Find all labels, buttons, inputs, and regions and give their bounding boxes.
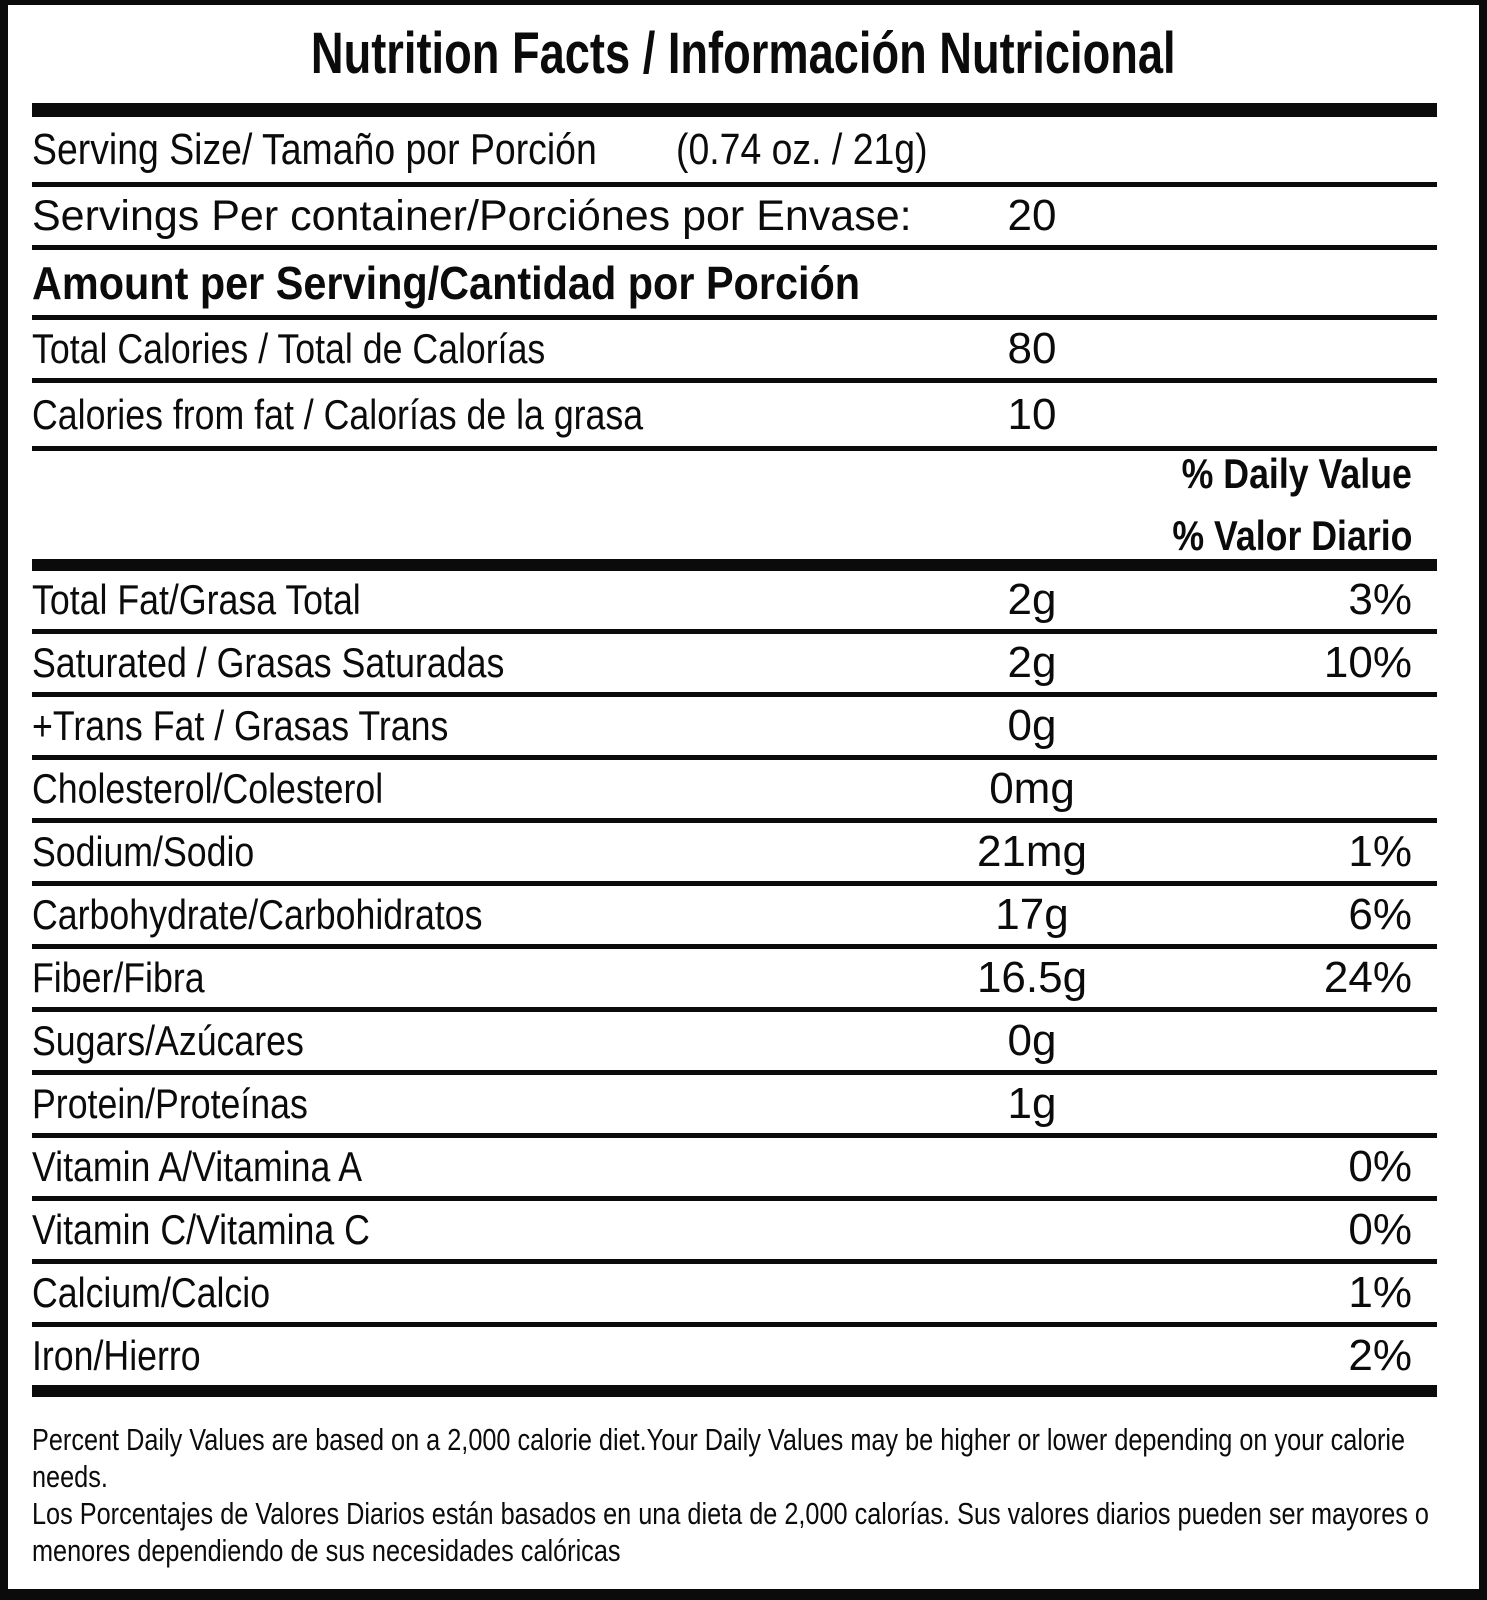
nutrient-daily-value: 24% [1323, 953, 1412, 1002]
daily-value-heading-es: % Valor Diario [1130, 512, 1412, 559]
calories-from-fat-label: Calories from fat / Calorías de la grasa [32, 390, 644, 438]
nutrient-row-protein: Protein/Proteínas 1g [32, 1075, 1437, 1138]
nutrient-row-sugars: Sugars/Azúcares 0g [32, 1012, 1437, 1075]
daily-value-heading-block: % Daily Value % Valor Diario [32, 449, 1437, 571]
nutrient-label: Carbohydrate/Carbohidratos [32, 891, 483, 938]
nutrient-amount: 0mg [989, 764, 1075, 813]
daily-value-heading-en-text: % Daily Value [1181, 449, 1412, 497]
nutrient-daily-value: 3% [1348, 575, 1412, 624]
total-calories-label: Total Calories / Total de Calorías [32, 325, 546, 372]
page-title-text: Nutrition Facts / Información Nutriciona… [311, 21, 1176, 86]
nutrient-amount: 17g [995, 890, 1069, 939]
nutrient-row-vitamin-c: Vitamin C/Vitamina C 0% [32, 1201, 1437, 1264]
nutrient-daily-value: 10% [1323, 638, 1412, 687]
nutrient-label: +Trans Fat / Grasas Trans [32, 702, 449, 749]
nutrient-label: Vitamin A/Vitamina A [32, 1143, 363, 1190]
nutrient-label: Calcium/Calcio [32, 1269, 271, 1316]
amount-per-serving-heading: Amount per Serving/Cantidad por Porción [32, 256, 861, 309]
nutrient-row-cholesterol: Cholesterol/Colesterol 0mg [32, 760, 1437, 823]
title-divider-bar [32, 103, 1437, 117]
nutrient-row-iron: Iron/Hierro 2% [32, 1327, 1437, 1397]
nutrient-label: Saturated / Grasas Saturadas [32, 639, 505, 686]
nutrient-amount: 16.5g [976, 953, 1088, 1002]
serving-size-row: Serving Size/ Tamaño por Porción (0.74 o… [32, 117, 1437, 187]
nutrient-daily-value: 0% [1348, 1205, 1412, 1254]
nutrient-row-fiber: Fiber/Fibra 16.5g 24% [32, 949, 1437, 1012]
nutrient-row-saturated-fat: Saturated / Grasas Saturadas 2g 10% [32, 634, 1437, 697]
nutrient-label: Total Fat/Grasa Total [32, 576, 361, 623]
nutrient-label: Cholesterol/Colesterol [32, 765, 384, 812]
nutrient-daily-value: 2% [1348, 1331, 1412, 1380]
nutrient-label: Vitamin C/Vitamina C [32, 1206, 370, 1253]
nutrient-label: Iron/Hierro [32, 1332, 201, 1379]
nutrient-daily-value: 1% [1348, 1268, 1412, 1317]
nutrient-label: Fiber/Fibra [32, 954, 205, 1001]
nutrient-label: Sodium/Sodio [32, 828, 255, 875]
nutrient-amount: 2g [1007, 638, 1057, 687]
total-calories-row: Total Calories / Total de Calorías 80 [32, 320, 1437, 383]
calories-from-fat-row: Calories from fat / Calorías de la grasa… [32, 383, 1437, 451]
nutrient-amount: 0g [1007, 701, 1057, 750]
serving-size-value: (0.74 oz. / 21g) [676, 125, 972, 175]
daily-value-heading-es-text: % Valor Diario [1171, 512, 1412, 559]
amount-per-serving-heading-row: Amount per Serving/Cantidad por Porción [32, 250, 1437, 320]
nutrient-row-total-fat: Total Fat/Grasa Total 2g 3% [32, 571, 1437, 634]
nutrient-amount: 1g [1007, 1079, 1057, 1128]
nutrient-row-carbohydrate: Carbohydrate/Carbohidratos 17g 6% [32, 886, 1437, 949]
nutrient-amount: 2g [1007, 575, 1057, 624]
nutrient-label: Protein/Proteínas [32, 1080, 308, 1127]
footnote-english: Percent Daily Values are based on a 2,00… [32, 1422, 1406, 1494]
calories-from-fat-value: 10 [1007, 389, 1057, 439]
servings-per-container-value: 20 [1007, 191, 1057, 240]
page-title: Nutrition Facts / Información Nutriciona… [189, 25, 1298, 83]
servings-per-container-label: Servings Per container/Porciónes por Env… [32, 191, 912, 240]
title-bar: Nutrition Facts / Información Nutriciona… [8, 5, 1479, 103]
nutrient-label: Sugars/Azúcares [32, 1017, 304, 1064]
nutrient-amount: 0g [1007, 1016, 1057, 1065]
total-calories-value: 80 [1007, 324, 1057, 373]
serving-size-value-text: (0.74 oz. / 21g) [676, 124, 928, 174]
nutrient-row-trans-fat: +Trans Fat / Grasas Trans 0g [32, 697, 1437, 760]
footnote-section: Percent Daily Values are based on a 2,00… [32, 1397, 1437, 1569]
servings-per-container-row: Servings Per container/Porciónes por Env… [32, 187, 1437, 250]
daily-value-heading-en: % Daily Value [1141, 449, 1412, 497]
serving-size-label: Serving Size/ Tamaño por Porción [32, 124, 597, 174]
label-body: Serving Size/ Tamaño por Porción (0.74 o… [8, 103, 1479, 1569]
nutrient-row-sodium: Sodium/Sodio 21mg 1% [32, 823, 1437, 886]
footnote-spanish: Los Porcentajes de Valores Diarios están… [32, 1496, 1429, 1568]
nutrient-daily-value: 0% [1348, 1142, 1412, 1191]
nutrient-amount: 21mg [976, 827, 1088, 876]
nutrient-row-calcium: Calcium/Calcio 1% [32, 1264, 1437, 1327]
nutrient-daily-value: 1% [1348, 827, 1412, 876]
footnote-text-block: Percent Daily Values are based on a 2,00… [32, 1421, 1450, 1569]
nutrient-row-vitamin-a: Vitamin A/Vitamina A 0% [32, 1138, 1437, 1201]
nutrient-daily-value: 6% [1348, 890, 1412, 939]
